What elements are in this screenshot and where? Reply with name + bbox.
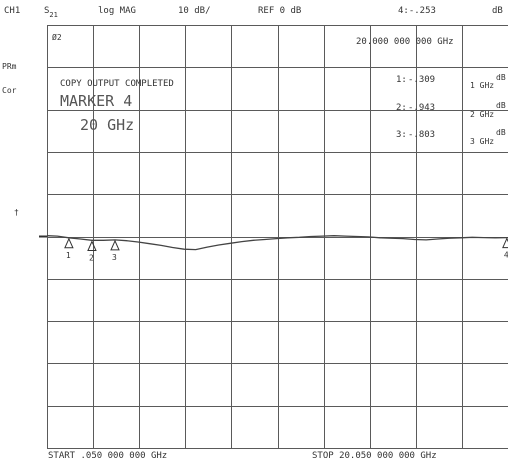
marker-reference-symbol: Ø2: [52, 32, 62, 42]
marker-4-triangle: [502, 237, 508, 249]
marker-3-label: 3:: [396, 130, 407, 140]
marker-3-unit: dB: [496, 128, 506, 137]
status-message: COPY OUTPUT COMPLETED: [60, 79, 174, 89]
marker-frequency-message: 20 GHz: [80, 116, 134, 134]
marker-3-number: 3: [112, 253, 117, 262]
graticule: [47, 25, 508, 449]
cor-annotation: Cor: [2, 86, 17, 95]
start-frequency: START .050 000 000 GHz: [48, 451, 167, 461]
reference-label: REF 0 dB: [258, 6, 301, 16]
active-marker-readout: 4:-.253: [398, 6, 436, 16]
parameter-label: S21: [44, 6, 58, 19]
marker-frequency-readout: 20.000 000 000 GHz: [356, 37, 454, 47]
marker-1-number: 1: [66, 251, 71, 260]
marker-3-triangle: [110, 239, 120, 251]
marker-1-unit: dB: [496, 73, 506, 82]
scale-label: 10 dB/: [178, 6, 211, 16]
marker-name-message: MARKER 4: [60, 92, 132, 110]
marker-1-label: 1:: [396, 75, 407, 85]
marker-2-freq: 2 GHz: [470, 110, 494, 119]
marker-2-number: 2: [89, 253, 94, 262]
trace-line: [46, 235, 508, 251]
marker-2-triangle: [87, 240, 97, 251]
format-label: log MAG: [98, 6, 136, 16]
trace-markers: 1 2 3 4: [64, 237, 508, 262]
marker-1-freq: 1 GHz: [470, 81, 494, 90]
marker-4-number: 4: [504, 251, 508, 260]
marker-list: 1: -.309 dB 1 GHz 2: -.943 dB 2 GHz 3: -…: [396, 73, 506, 146]
active-marker-unit: dB: [492, 6, 503, 16]
marker-3-value: -.803: [408, 130, 435, 140]
marker-1-value: -.309: [408, 75, 435, 85]
stop-frequency: STOP 20.050 000 000 GHz: [312, 451, 437, 461]
parameter-main: S: [44, 6, 49, 16]
reference-position-indicator: †: [14, 208, 19, 217]
prm-annotation: PRm: [2, 62, 17, 71]
marker-1-triangle: [64, 237, 74, 249]
marker-2-value: -.943: [408, 103, 435, 113]
parameter-subscript: 21: [49, 11, 57, 19]
marker-2-label: 2:: [396, 103, 407, 113]
marker-3-freq: 3 GHz: [470, 137, 494, 146]
channel-label: CH1: [4, 6, 20, 16]
marker-2-unit: dB: [496, 101, 506, 110]
